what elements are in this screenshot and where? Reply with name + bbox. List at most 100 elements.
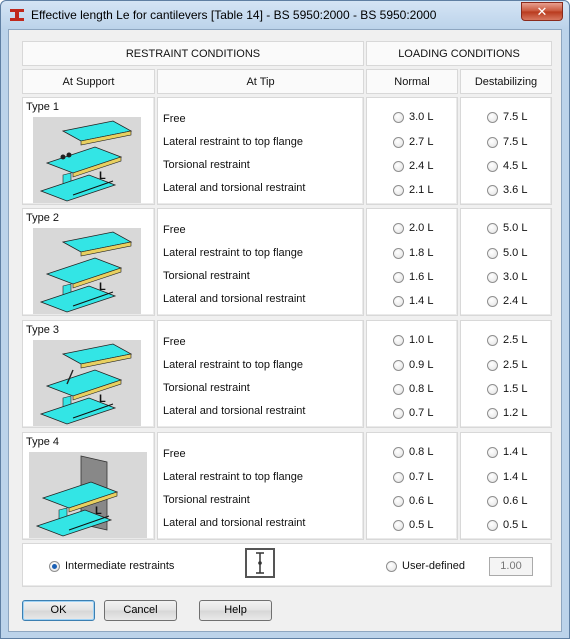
- destab-length-value: 7.5 L: [503, 111, 528, 123]
- normal-length-radio[interactable]: [393, 160, 404, 172]
- destab-length-option[interactable]: 0.5 L: [487, 519, 527, 531]
- normal-length-value: 1.4 L: [409, 295, 434, 307]
- destab-length-option[interactable]: 2.4 L: [487, 295, 527, 307]
- destab-cell-type-4: 1.4 L 1.4 L 0.6 L 0.5 L: [460, 432, 552, 540]
- destab-length-option[interactable]: 2.5 L: [487, 334, 527, 346]
- normal-length-option[interactable]: 0.6 L: [393, 495, 433, 507]
- at-support-header: At Support: [22, 69, 155, 94]
- destab-length-radio[interactable]: [487, 136, 498, 148]
- normal-length-radio[interactable]: [393, 247, 404, 259]
- destab-length-radio[interactable]: [487, 519, 498, 531]
- destab-length-value: 3.0 L: [503, 271, 528, 283]
- destab-length-option[interactable]: 7.5 L: [487, 136, 527, 148]
- normal-length-radio[interactable]: [393, 111, 404, 123]
- destab-length-radio[interactable]: [487, 359, 498, 371]
- tip-condition-label: Lateral and torsional restraint: [163, 517, 306, 529]
- destab-length-option[interactable]: 2.5 L: [487, 359, 527, 371]
- tip-condition-label: Free: [163, 113, 186, 125]
- tip-cell-type-2: Free Lateral restraint to top flange Torsi…: [157, 208, 364, 316]
- destab-length-radio[interactable]: [487, 184, 498, 196]
- normal-length-radio[interactable]: [393, 295, 404, 307]
- tip-condition-label: Lateral restraint to top flange: [163, 359, 304, 371]
- tip-condition-label: Lateral and torsional restraint: [163, 182, 306, 194]
- destab-length-radio[interactable]: [487, 271, 498, 283]
- svg-text:L: L: [95, 505, 102, 517]
- tip-condition-label: Free: [163, 224, 186, 236]
- destab-length-option[interactable]: 1.4 L: [487, 446, 527, 458]
- normal-length-option[interactable]: 1.4 L: [393, 295, 433, 307]
- normal-length-radio[interactable]: [393, 383, 404, 395]
- destab-length-value: 1.5 L: [503, 383, 528, 395]
- intermediate-restraints-radio[interactable]: [49, 560, 60, 572]
- tip-cell-type-1: Free Lateral restraint to top flange Torsi…: [157, 97, 364, 205]
- destab-length-radio[interactable]: [487, 222, 498, 234]
- normal-length-value: 0.9 L: [409, 359, 434, 371]
- normal-length-option[interactable]: 2.7 L: [393, 136, 433, 148]
- destab-length-radio[interactable]: [487, 334, 498, 346]
- close-button[interactable]: ✕: [521, 2, 563, 21]
- destab-length-radio[interactable]: [487, 160, 498, 172]
- normal-length-option[interactable]: 0.8 L: [393, 446, 433, 458]
- ok-button[interactable]: OK: [22, 600, 95, 621]
- normal-length-radio[interactable]: [393, 271, 404, 283]
- normal-length-radio[interactable]: [393, 495, 404, 507]
- destab-length-option[interactable]: 3.6 L: [487, 184, 527, 196]
- normal-length-option[interactable]: 0.7 L: [393, 407, 433, 419]
- normal-length-radio[interactable]: [393, 407, 404, 419]
- normal-length-option[interactable]: 2.0 L: [393, 222, 433, 234]
- destab-length-radio[interactable]: [487, 383, 498, 395]
- normal-length-value: 0.7 L: [409, 407, 434, 419]
- normal-cell-type-2: 2.0 L 1.8 L 1.6 L 1.4 L: [366, 208, 458, 316]
- normal-length-radio[interactable]: [393, 446, 404, 458]
- normal-length-option[interactable]: 0.8 L: [393, 383, 433, 395]
- normal-length-option[interactable]: 0.5 L: [393, 519, 433, 531]
- normal-length-option[interactable]: 1.0 L: [393, 334, 433, 346]
- destab-length-option[interactable]: 0.6 L: [487, 495, 527, 507]
- user-defined-value-field[interactable]: 1.00: [489, 557, 533, 576]
- loading-conditions-header: LOADING CONDITIONS: [366, 41, 552, 66]
- destab-length-option[interactable]: 1.2 L: [487, 407, 527, 419]
- tip-condition-label: Lateral restraint to top flange: [163, 136, 304, 148]
- user-defined-radio[interactable]: [386, 560, 397, 572]
- destab-length-radio[interactable]: [487, 295, 498, 307]
- support-cell-type-4: Type 4 L: [22, 432, 155, 540]
- help-button[interactable]: Help: [199, 600, 272, 621]
- normal-length-radio[interactable]: [393, 136, 404, 148]
- destab-length-option[interactable]: 1.5 L: [487, 383, 527, 395]
- destab-length-radio[interactable]: [487, 495, 498, 507]
- normal-length-option[interactable]: 2.1 L: [393, 184, 433, 196]
- normal-length-radio[interactable]: [393, 184, 404, 196]
- type-label: Type 3: [26, 324, 60, 336]
- support-cell-type-1: Type 1 L: [22, 97, 155, 205]
- normal-length-option[interactable]: 0.9 L: [393, 359, 433, 371]
- destab-length-option[interactable]: 4.5 L: [487, 160, 527, 172]
- destab-length-option[interactable]: 5.0 L: [487, 247, 527, 259]
- normal-length-radio[interactable]: [393, 359, 404, 371]
- destab-length-option[interactable]: 1.4 L: [487, 471, 527, 483]
- normal-length-option[interactable]: 2.4 L: [393, 160, 433, 172]
- normal-length-option[interactable]: 3.0 L: [393, 111, 433, 123]
- normal-length-radio[interactable]: [393, 222, 404, 234]
- destab-length-radio[interactable]: [487, 446, 498, 458]
- destab-length-option[interactable]: 3.0 L: [487, 271, 527, 283]
- normal-length-option[interactable]: 1.8 L: [393, 247, 433, 259]
- destab-length-radio[interactable]: [487, 471, 498, 483]
- normal-length-radio[interactable]: [393, 334, 404, 346]
- destab-length-option[interactable]: 5.0 L: [487, 222, 527, 234]
- intermediate-restraints-option[interactable]: Intermediate restraints: [49, 560, 174, 572]
- tip-condition-label: Lateral restraint to top flange: [163, 247, 304, 259]
- window-title: Effective length Le for cantilevers [Tab…: [31, 8, 437, 22]
- normal-length-option[interactable]: 1.6 L: [393, 271, 433, 283]
- cancel-button[interactable]: Cancel: [104, 600, 177, 621]
- destab-length-radio[interactable]: [487, 111, 498, 123]
- normal-length-radio[interactable]: [393, 471, 404, 483]
- user-defined-option[interactable]: User-defined: [386, 560, 465, 572]
- normal-length-option[interactable]: 0.7 L: [393, 471, 433, 483]
- at-tip-header: At Tip: [157, 69, 364, 94]
- normal-length-radio[interactable]: [393, 519, 404, 531]
- destab-length-option[interactable]: 7.5 L: [487, 111, 527, 123]
- type-label: Type 1: [26, 101, 60, 113]
- destab-length-radio[interactable]: [487, 247, 498, 259]
- destab-length-radio[interactable]: [487, 407, 498, 419]
- destab-cell-type-1: 7.5 L 7.5 L 4.5 L 3.6 L: [460, 97, 552, 205]
